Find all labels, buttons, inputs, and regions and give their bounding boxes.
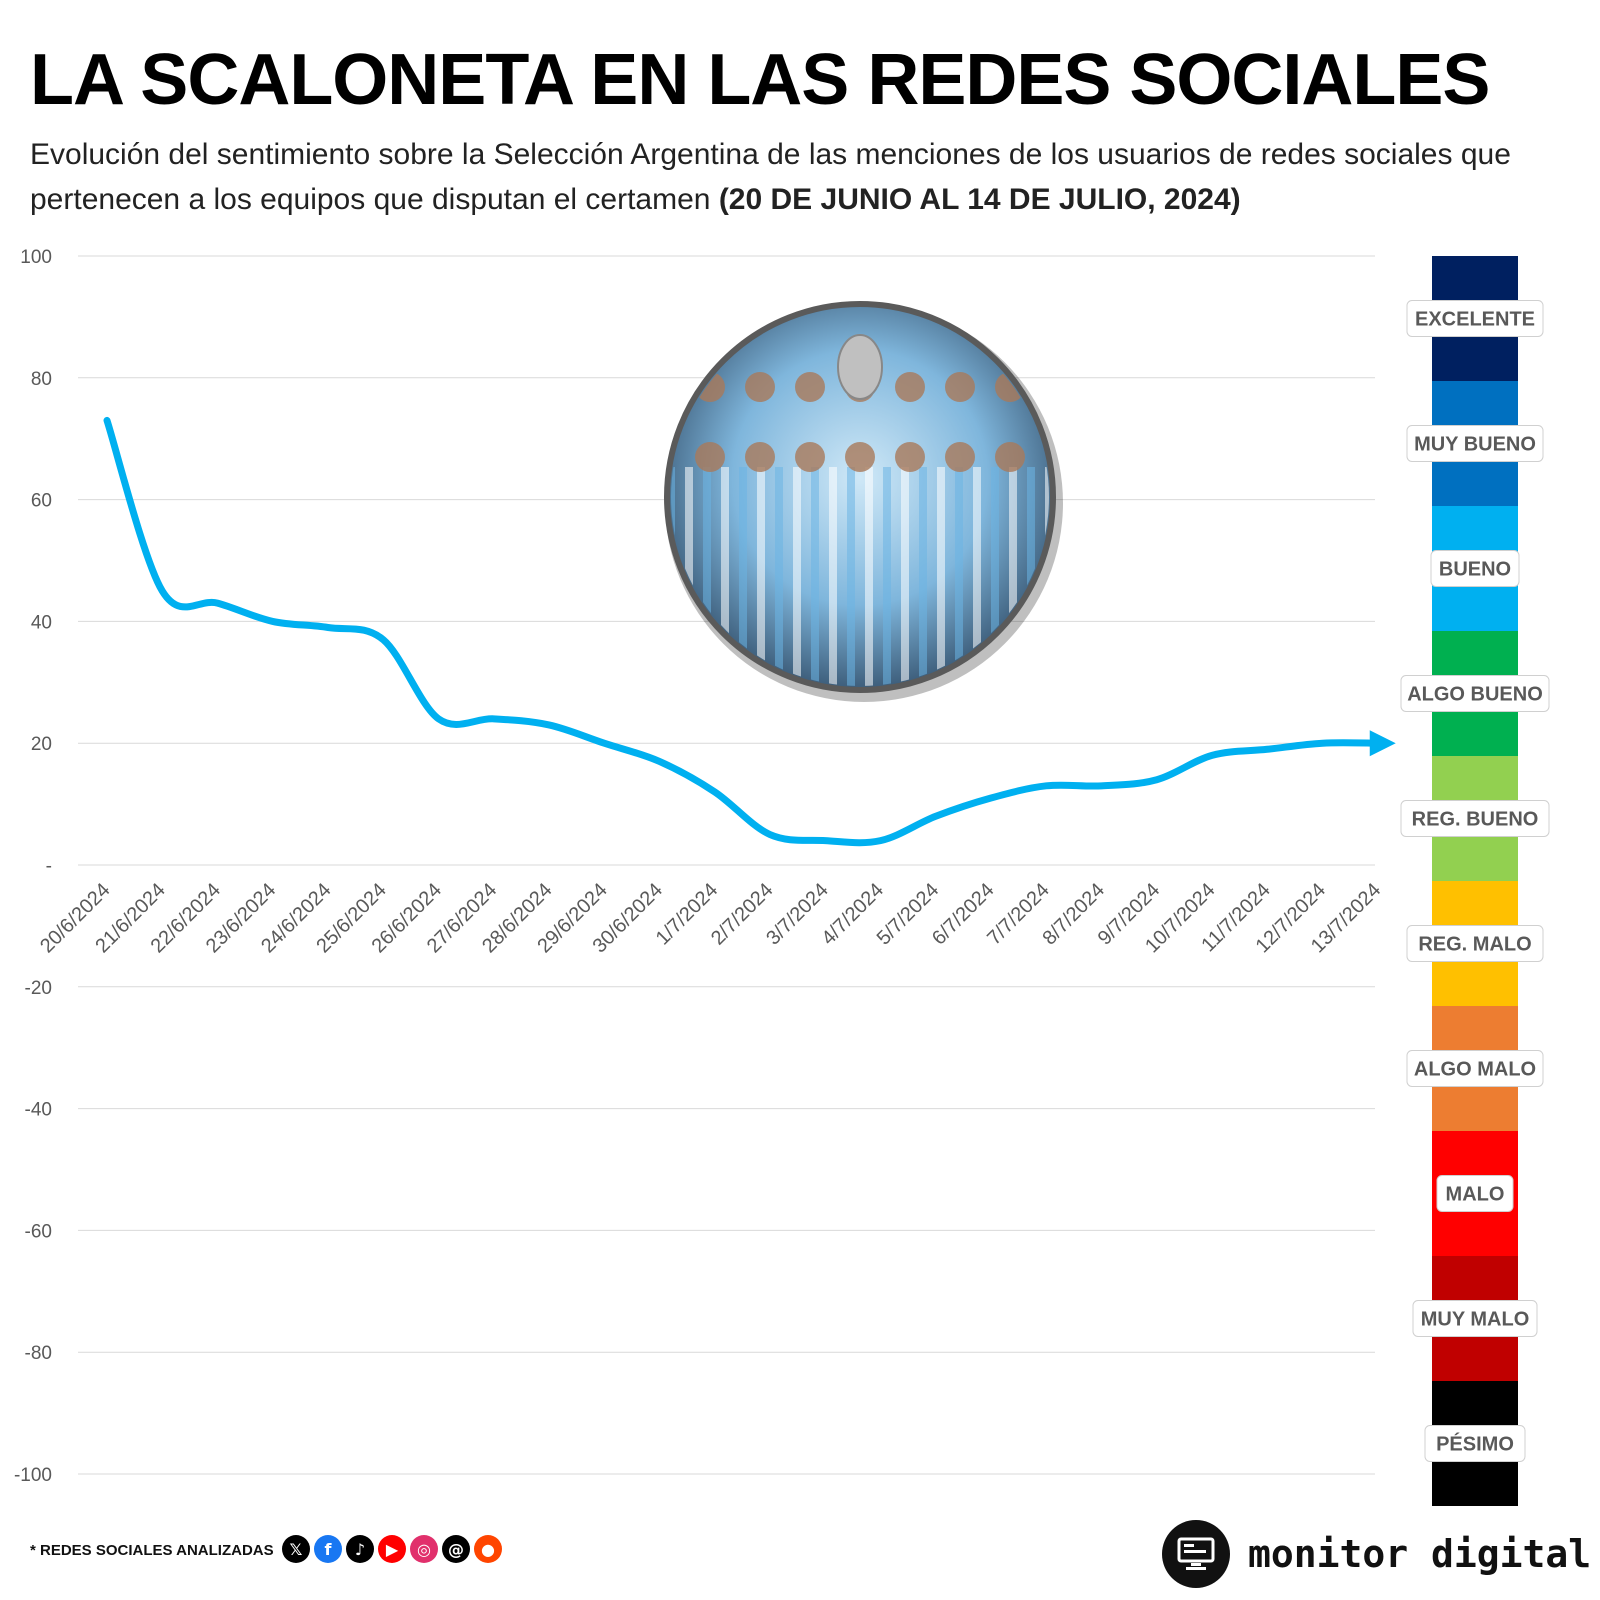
brand-name: monitor digital bbox=[1248, 1532, 1592, 1576]
tiktok-icon: ♪ bbox=[346, 1535, 374, 1563]
photo-stripes bbox=[671, 334, 1049, 686]
y-tick-label: -100 bbox=[14, 1465, 52, 1486]
y-axis-ticks: 100 80 60 40 20 - -20 -40 -60 -80 -100 bbox=[14, 247, 52, 1486]
scale-label: ALGO BUENO bbox=[1407, 684, 1543, 706]
trophy-icon bbox=[837, 334, 883, 400]
y-tick-label: 20 bbox=[31, 734, 52, 755]
scale-label-box bbox=[1406, 925, 1544, 962]
scale-label: BUENO bbox=[1439, 559, 1511, 581]
sentiment-scale-bar: EXCELENTE MUY BUENO BUENO ALGO BUENO REG. BU… bbox=[1400, 256, 1550, 1506]
scale-label-box bbox=[1430, 550, 1520, 587]
facebook-icon: f bbox=[314, 1535, 342, 1563]
footer-note: * REDES SOCIALES ANALIZADAS bbox=[30, 1542, 274, 1559]
team-photo-medallion bbox=[664, 301, 1063, 702]
youtube-icon: ▶ bbox=[378, 1535, 406, 1563]
y-tick-label: -20 bbox=[25, 978, 52, 999]
scale-label-box bbox=[1406, 1050, 1544, 1087]
subtitle-text: Evolución del sentimiento sobre la Selec… bbox=[30, 138, 1511, 216]
y-tick-label: 100 bbox=[20, 247, 52, 268]
chart-subtitle: Evolución del sentimiento sobre la Selec… bbox=[30, 132, 1550, 222]
y-tick-label: 40 bbox=[31, 612, 52, 633]
scale-label-box bbox=[1400, 675, 1550, 712]
reddit-icon: ● bbox=[474, 1535, 502, 1563]
y-tick-label: -60 bbox=[25, 1221, 52, 1242]
series-line-layer bbox=[103, 416, 1396, 847]
instagram-icon: ◎ bbox=[410, 1535, 438, 1563]
scale-label: PÉSIMO bbox=[1436, 1433, 1514, 1456]
scale-label: REG. MALO bbox=[1418, 934, 1531, 956]
scale-label-box bbox=[1400, 800, 1550, 837]
scale-label-box bbox=[1406, 425, 1544, 462]
y-tick-label: 60 bbox=[31, 491, 52, 512]
scale-label: MUY MALO bbox=[1421, 1309, 1530, 1331]
scale-label-box bbox=[1406, 300, 1544, 337]
y-tick-label: 80 bbox=[31, 369, 52, 390]
subtitle-date-range: (20 DE JUNIO AL 14 DE JULIO, 2024) bbox=[718, 183, 1241, 216]
scale-label: MUY BUENO bbox=[1414, 434, 1536, 456]
y-tick-label: -80 bbox=[25, 1343, 52, 1364]
y-tick-label: - bbox=[46, 856, 52, 877]
scale-label: MALO bbox=[1446, 1184, 1505, 1206]
x-icon: 𝕏 bbox=[282, 1535, 310, 1563]
series-line bbox=[103, 416, 1382, 847]
scale-label: ALGO MALO bbox=[1414, 1059, 1536, 1081]
scale-label-box bbox=[1436, 1175, 1514, 1212]
scale-label-box bbox=[1412, 1300, 1538, 1337]
chart-title: LA SCALONETA EN LAS REDES SOCIALES bbox=[30, 40, 1490, 120]
y-tick-label: -40 bbox=[25, 1100, 52, 1121]
scale-label: EXCELENTE bbox=[1415, 309, 1535, 331]
threads-icon: @ bbox=[442, 1535, 470, 1563]
scale-label-box bbox=[1424, 1425, 1526, 1462]
series-end-arrow bbox=[1369, 730, 1396, 757]
brand-block: monitor digital bbox=[1162, 1520, 1591, 1588]
x-axis-ticks: 20/6/202421/6/202422/6/202423/6/202424/6… bbox=[36, 879, 1385, 957]
monitor-icon bbox=[1162, 1520, 1230, 1588]
scale-label: REG. BUENO bbox=[1412, 809, 1539, 831]
